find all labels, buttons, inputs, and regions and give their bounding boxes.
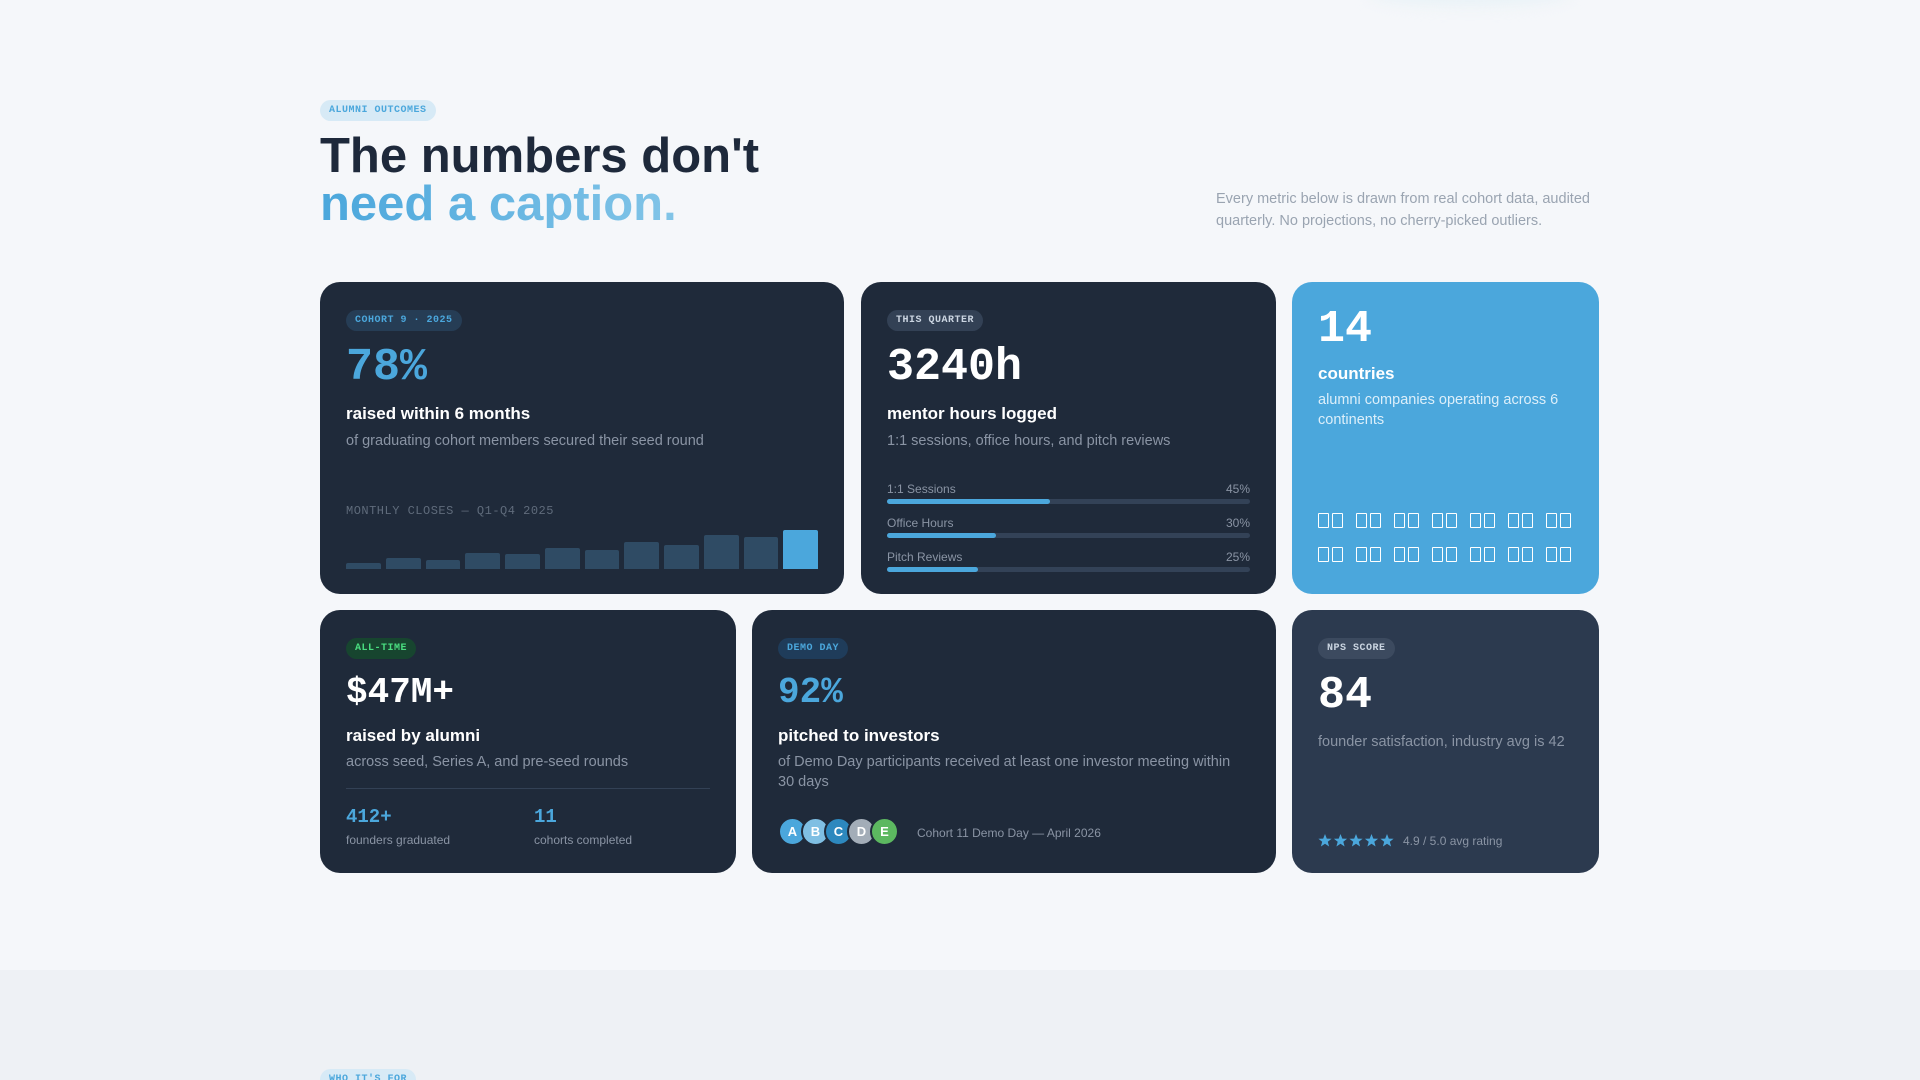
stat: 3240h	[887, 342, 1023, 393]
bar	[505, 554, 540, 569]
flag	[1470, 547, 1495, 562]
progress-fill	[887, 499, 1051, 504]
progress-value: 45%	[1225, 482, 1250, 496]
glow-decoration	[1370, 0, 1570, 4]
progress-row: 1:1 Sessions 45%	[887, 482, 1250, 512]
bar	[425, 560, 461, 569]
flag	[1394, 547, 1419, 562]
stat-text: founder satisfaction, industry avg is 42	[1318, 734, 1565, 750]
badge: NPS SCORE	[1318, 638, 1395, 659]
flag	[1546, 513, 1571, 528]
stat-title: mentor hours logged	[887, 404, 1057, 423]
heading-line: The numbers don't	[320, 129, 760, 183]
demoday-card: DEMO DAY 92% pitched to investors of Dem…	[752, 610, 1276, 873]
bar	[385, 558, 421, 569]
progress-value: 25%	[1225, 550, 1250, 564]
progress-row: Office Hours 30%	[887, 516, 1250, 546]
bar	[783, 530, 818, 569]
avatar: A	[778, 817, 807, 846]
badge: DEMO DAY	[778, 638, 849, 659]
flag	[1318, 513, 1343, 528]
badge: COHORT 9 · 2025	[346, 310, 462, 331]
progress-track	[887, 499, 1250, 504]
stat-title: pitched to investors	[778, 726, 940, 745]
stat-title: raised within 6 months	[346, 404, 531, 423]
progress-label: Pitch Reviews	[887, 550, 963, 564]
alltime-card: ALL-TIME $47M+ raised by alumni across s…	[320, 610, 736, 873]
bar	[465, 553, 500, 569]
stat-text: 1:1 sessions, office hours, and pitch re…	[887, 433, 1171, 449]
heading: The numbers don't need a caption.	[320, 129, 760, 229]
nps-card: NPS SCORE 84 founder satisfaction, indus…	[1292, 610, 1599, 873]
flag-row	[1318, 547, 1571, 562]
flag	[1356, 513, 1381, 528]
bar	[584, 549, 620, 569]
chart-label: MONTHLY CLOSES — Q1-Q4 2025	[346, 504, 554, 518]
stars	[1318, 834, 1394, 847]
flag	[1394, 513, 1419, 528]
stat-title: countries	[1318, 364, 1395, 383]
cohort-card: COHORT 9 · 2025 78% raised within 6 mont…	[320, 282, 844, 594]
bar-chart	[346, 530, 818, 569]
progress-track	[887, 533, 1250, 538]
stat-text: of Demo Day participants received at lea…	[778, 754, 1231, 790]
progress-value: 30%	[1225, 516, 1250, 530]
badge: ALL-TIME	[346, 638, 417, 659]
flag	[1508, 513, 1533, 528]
progress-fill	[887, 567, 978, 572]
stat: 84	[1318, 670, 1373, 721]
bar	[624, 542, 659, 569]
progress-track	[887, 567, 1250, 572]
flag	[1432, 547, 1457, 562]
progress-row: Pitch Reviews 25%	[887, 550, 1250, 580]
substat-value: 11	[534, 806, 557, 828]
bar	[346, 562, 381, 569]
substat-label: cohorts completed	[534, 833, 633, 847]
stat-text: alumni companies operating across 6 cont…	[1318, 392, 1559, 428]
flag	[1432, 513, 1457, 528]
bar	[664, 544, 699, 569]
quarter-card: THIS QUARTER 3240h mentor hours logged 1…	[861, 282, 1276, 594]
bar	[544, 548, 580, 569]
countries-card: 14 countries alumni companies operating …	[1292, 282, 1599, 594]
eyebrow: ALUMNI OUTCOMES	[320, 100, 436, 121]
stat: 92%	[778, 672, 843, 713]
caption: Cohort 11 Demo Day — April 2026	[917, 826, 1101, 840]
flag	[1470, 513, 1495, 528]
eyebrow: WHO IT'S FOR	[320, 1069, 417, 1080]
description: Every metric below is drawn from real co…	[1216, 191, 1590, 229]
stat-text: of graduating cohort members secured the…	[346, 433, 704, 449]
flag	[1546, 547, 1571, 562]
stat-text: across seed, Series A, and pre-seed roun…	[346, 754, 629, 770]
next-section: WHO IT'S FOR	[0, 970, 1920, 1080]
flag	[1318, 547, 1343, 562]
stat-title: raised by alumni	[346, 726, 481, 745]
stat: 14	[1318, 304, 1373, 355]
flag	[1356, 547, 1381, 562]
flag	[1508, 547, 1533, 562]
avatar: E	[870, 817, 899, 846]
progress-label: Office Hours	[887, 516, 954, 530]
rating: 4.9 / 5.0 avg rating	[1403, 834, 1503, 848]
progress-label: 1:1 Sessions	[887, 482, 956, 496]
bar	[743, 537, 779, 569]
flag-row	[1318, 513, 1571, 528]
badge: THIS QUARTER	[887, 310, 984, 331]
substat-label: founders graduated	[346, 833, 451, 847]
stat: 78%	[346, 342, 428, 393]
divider	[346, 788, 710, 789]
bar	[703, 534, 739, 569]
heading-accent: need a caption.	[320, 180, 759, 229]
stat: $47M+	[346, 672, 455, 713]
substat-value: 412+	[346, 806, 392, 828]
progress-fill	[887, 533, 996, 538]
